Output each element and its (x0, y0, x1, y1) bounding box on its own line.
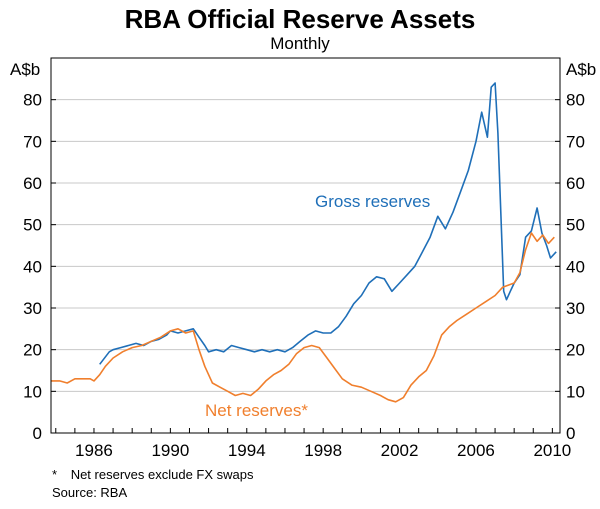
net-reserves-label: Net reserves* (205, 401, 308, 420)
y-tick-label-left: 40 (23, 257, 42, 276)
gross-reserves-line (99, 82, 557, 365)
y-tick-label-left: 80 (23, 91, 42, 110)
footnote-source: Source: RBA (52, 485, 128, 500)
plot-frame (50, 57, 561, 434)
y-tick-label-right: 20 (566, 341, 585, 360)
y-tick-label-left: 10 (23, 382, 42, 401)
y-tick-label-right: 10 (566, 382, 585, 401)
y-tick-label-right: 50 (566, 216, 585, 235)
y-tick-label-left: 70 (23, 132, 42, 151)
y-tick-label-left: 60 (23, 174, 42, 193)
footnote-row: * Net reserves exclude FX swaps (52, 467, 253, 482)
y-tick-label-left: 50 (23, 216, 42, 235)
y-tick-label-right: 40 (566, 257, 585, 276)
chart-subtitle: Monthly (270, 34, 330, 53)
series-group (51, 82, 557, 403)
y-tick-label-left: 20 (23, 341, 42, 360)
y-tick-label-left: 0 (33, 424, 42, 443)
y-tick-label-right: 60 (566, 174, 585, 193)
y-axis-unit-right: A$b (566, 60, 597, 79)
footnote-marker: * (52, 467, 58, 482)
axis-labels: 0 0 10 10 20 20 30 30 40 40 50 50 60 60 70 70 80 80 1986 19… (23, 91, 585, 460)
gross-reserves-label: Gross reserves (315, 192, 430, 211)
y-tick-label-right: 80 (566, 91, 585, 110)
y-tick-label-right: 30 (566, 299, 585, 318)
axis-ticks (51, 99, 560, 434)
footnote-note: Net reserves exclude FX swaps (70, 467, 254, 482)
chart-title: RBA Official Reserve Assets (124, 4, 476, 34)
x-tick-label: 2002 (381, 441, 419, 460)
y-tick-label-right: 70 (566, 132, 585, 151)
x-tick-label: 2006 (457, 441, 495, 460)
x-tick-label: 1998 (304, 441, 342, 460)
x-tick-label: 1986 (75, 441, 113, 460)
y-tick-label-right: 0 (566, 424, 575, 443)
x-tick-label: 1990 (151, 441, 189, 460)
x-tick-label: 1994 (228, 441, 266, 460)
y-tick-label-left: 30 (23, 299, 42, 318)
y-axis-unit-left: A$b (10, 60, 41, 79)
gridlines (51, 99, 560, 392)
net-reserves-line (51, 232, 555, 403)
x-tick-label: 2010 (533, 441, 571, 460)
